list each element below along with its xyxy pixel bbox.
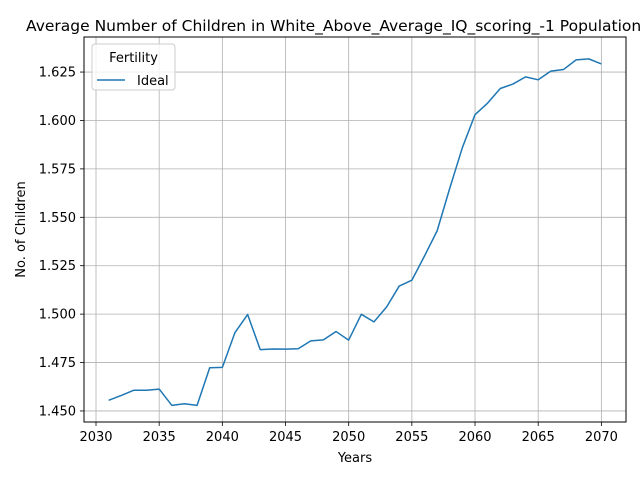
y-tick-label: 1.475 bbox=[39, 356, 76, 371]
y-tick-label: 1.500 bbox=[39, 308, 76, 323]
y-tick-label: 1.550 bbox=[39, 211, 76, 226]
x-tick-label: 2045 bbox=[269, 430, 302, 445]
y-axis-ticks: 1.450 1.475 1.500 1.525 1.550 1.575 1.600 1.625 bbox=[39, 66, 84, 420]
legend-title: Fertility bbox=[109, 51, 158, 66]
series-lines bbox=[109, 59, 602, 405]
series-line-ideal bbox=[109, 59, 602, 405]
x-tick-label: 2040 bbox=[206, 430, 239, 445]
x-tick-label: 2030 bbox=[79, 430, 112, 445]
x-tick-label: 2060 bbox=[458, 430, 491, 445]
y-tick-label: 1.575 bbox=[39, 162, 76, 177]
y-axis-label: No. of Children bbox=[14, 181, 29, 277]
legend: Fertility Ideal bbox=[92, 44, 175, 90]
x-axis-label: Years bbox=[337, 451, 373, 466]
chart-title: Average Number of Children in White_Abov… bbox=[26, 17, 640, 36]
y-tick-label: 1.625 bbox=[39, 66, 76, 81]
x-tick-label: 2065 bbox=[522, 430, 555, 445]
y-tick-label: 1.450 bbox=[39, 404, 76, 419]
plot-frame bbox=[84, 37, 626, 422]
y-tick-label: 1.525 bbox=[39, 259, 76, 274]
grid-lines bbox=[84, 37, 626, 422]
x-tick-label: 2055 bbox=[395, 430, 428, 445]
legend-entry-ideal: Ideal bbox=[137, 74, 169, 89]
x-axis-ticks: 2030 2035 2040 2045 2050 2055 2060 2065 2070 bbox=[79, 422, 617, 445]
x-tick-label: 2070 bbox=[585, 430, 618, 445]
x-tick-label: 2050 bbox=[332, 430, 365, 445]
y-tick-label: 1.600 bbox=[39, 114, 76, 129]
x-tick-label: 2035 bbox=[143, 430, 176, 445]
